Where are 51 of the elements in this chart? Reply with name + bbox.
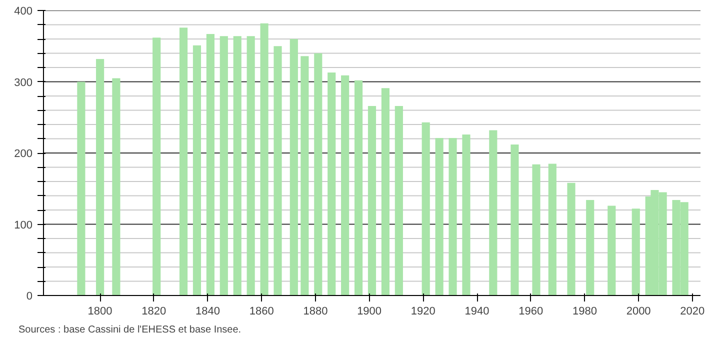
bar [435, 138, 444, 296]
bar [220, 36, 228, 296]
bar [260, 23, 268, 296]
x-tick-label: 1880 [303, 306, 328, 318]
bar [246, 36, 255, 296]
y-tick-label: 200 [14, 148, 33, 160]
bar [179, 28, 188, 296]
bar [77, 82, 86, 296]
bar [96, 58, 104, 296]
bar [206, 34, 214, 296]
bar [567, 182, 576, 296]
bar [586, 200, 594, 296]
x-tick-label: 1860 [249, 306, 274, 318]
x-tick-label: 1940 [464, 306, 490, 318]
bar [510, 144, 519, 296]
bar [314, 53, 322, 296]
bar [532, 164, 540, 296]
bar [233, 36, 242, 296]
y-tick-label: 100 [14, 219, 33, 232]
bar [300, 56, 309, 296]
bar [341, 75, 350, 296]
bar [548, 164, 556, 296]
x-tick-label: 1900 [357, 306, 382, 318]
x-tick-label: 2020 [680, 306, 705, 318]
bar [608, 206, 616, 296]
x-tick-label: 1920 [410, 306, 436, 318]
bar [632, 208, 640, 296]
bar [381, 88, 390, 296]
y-tick-label: 400 [14, 6, 33, 18]
source-note: Sources : base Cassini de l'EHESS et base Insee. [18, 324, 242, 336]
bar [394, 106, 403, 296]
x-tick-label: 1820 [142, 306, 166, 318]
bar [274, 46, 282, 296]
bar [192, 45, 202, 296]
bar [489, 130, 498, 296]
bar [422, 122, 430, 296]
x-tick-label: 1960 [518, 306, 544, 318]
bar [152, 38, 161, 296]
bar [448, 138, 457, 296]
bar [462, 134, 470, 296]
x-tick-label: 2000 [626, 306, 651, 318]
x-tick-label: 1800 [88, 306, 112, 318]
bar [354, 80, 363, 296]
bar [290, 39, 298, 296]
y-tick-label: 0 [26, 290, 33, 302]
y-tick-label: 300 [14, 76, 33, 89]
bar [368, 106, 376, 296]
x-tick-label: 1840 [196, 306, 220, 318]
x-tick-label: 1980 [572, 306, 597, 318]
bar [112, 78, 120, 296]
bar [328, 72, 336, 296]
